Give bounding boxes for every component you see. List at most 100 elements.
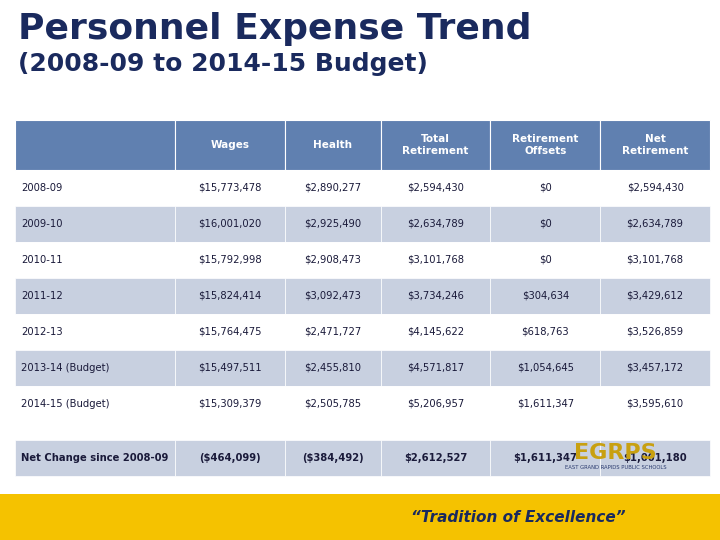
Text: $15,497,511: $15,497,511	[198, 363, 261, 373]
Bar	[15, 440, 175, 476]
Text: 2012-13: 2012-13	[21, 327, 63, 337]
Bar	[490, 170, 600, 206]
Text: 2014-15 (Budget): 2014-15 (Budget)	[21, 399, 109, 409]
Bar	[381, 350, 490, 386]
Text: “Tradition of Excellence”: “Tradition of Excellence”	[411, 510, 626, 524]
Bar	[490, 422, 600, 440]
Text: $5,206,957: $5,206,957	[407, 399, 464, 409]
Text: $15,792,998: $15,792,998	[198, 255, 261, 265]
Bar	[15, 386, 175, 422]
Bar	[0, 494, 720, 540]
Bar	[284, 206, 381, 242]
Text: $2,634,789: $2,634,789	[626, 219, 683, 229]
Text: $3,734,246: $3,734,246	[407, 291, 464, 301]
Bar	[490, 278, 600, 314]
Bar	[490, 386, 600, 422]
Text: $15,764,475: $15,764,475	[198, 327, 261, 337]
Bar	[600, 170, 710, 206]
Text: $15,773,478: $15,773,478	[198, 183, 261, 193]
Bar	[175, 170, 284, 206]
Bar	[490, 350, 600, 386]
Text: $1,054,645: $1,054,645	[517, 363, 574, 373]
Text: EGRPS: EGRPS	[575, 443, 657, 463]
Bar	[600, 278, 710, 314]
Bar	[284, 422, 381, 440]
Bar	[284, 170, 381, 206]
Text: $2,890,277: $2,890,277	[304, 183, 361, 193]
Text: $3,429,612: $3,429,612	[626, 291, 684, 301]
Text: Total
Retirement: Total Retirement	[402, 134, 469, 156]
Bar	[600, 422, 710, 440]
Text: 2011-12: 2011-12	[21, 291, 63, 301]
Text: $2,455,810: $2,455,810	[304, 363, 361, 373]
Bar	[15, 170, 175, 206]
Bar	[600, 386, 710, 422]
Text: EAST GRAND RAPIDS PUBLIC SCHOOLS: EAST GRAND RAPIDS PUBLIC SCHOOLS	[564, 465, 667, 470]
Bar	[284, 278, 381, 314]
Bar	[175, 206, 284, 242]
Bar	[284, 386, 381, 422]
Bar	[381, 278, 490, 314]
Text: 2009-10: 2009-10	[21, 219, 63, 229]
Bar	[381, 386, 490, 422]
Bar	[490, 120, 600, 170]
Text: $2,505,785: $2,505,785	[304, 399, 361, 409]
Text: $0: $0	[539, 183, 552, 193]
Bar	[15, 242, 175, 278]
Text: Health: Health	[313, 140, 352, 150]
Text: ($384,492): ($384,492)	[302, 453, 364, 463]
Text: $2,471,727: $2,471,727	[304, 327, 361, 337]
Bar	[175, 350, 284, 386]
Text: $3,101,768: $3,101,768	[626, 255, 683, 265]
Text: Net
Retirement: Net Retirement	[622, 134, 688, 156]
Bar	[600, 206, 710, 242]
Text: ($464,099): ($464,099)	[199, 453, 261, 463]
Text: $2,594,430: $2,594,430	[626, 183, 683, 193]
Bar	[175, 278, 284, 314]
Text: $16,001,020: $16,001,020	[198, 219, 261, 229]
Bar	[175, 422, 284, 440]
Bar	[600, 440, 710, 476]
Bar	[600, 242, 710, 278]
Text: $1,611,347: $1,611,347	[517, 399, 574, 409]
Text: $1,001,180: $1,001,180	[624, 453, 687, 463]
Bar	[175, 242, 284, 278]
Text: 2008-09: 2008-09	[21, 183, 63, 193]
Text: $0: $0	[539, 219, 552, 229]
Bar	[284, 120, 381, 170]
Text: $2,594,430: $2,594,430	[407, 183, 464, 193]
Text: $3,595,610: $3,595,610	[626, 399, 684, 409]
Text: $3,092,473: $3,092,473	[304, 291, 361, 301]
Bar	[490, 206, 600, 242]
Text: $3,101,768: $3,101,768	[407, 255, 464, 265]
Bar	[15, 314, 175, 350]
Bar	[175, 120, 284, 170]
Text: Net Change since 2008-09: Net Change since 2008-09	[21, 453, 168, 463]
Bar	[15, 206, 175, 242]
Bar	[284, 440, 381, 476]
Bar	[490, 242, 600, 278]
Bar	[600, 120, 710, 170]
Text: $4,145,622: $4,145,622	[407, 327, 464, 337]
Bar	[381, 314, 490, 350]
Bar	[381, 206, 490, 242]
Bar	[284, 242, 381, 278]
Text: $2,612,527: $2,612,527	[404, 453, 467, 463]
Bar	[284, 350, 381, 386]
Bar	[600, 350, 710, 386]
Bar	[15, 278, 175, 314]
Bar	[175, 440, 284, 476]
Bar	[381, 120, 490, 170]
Bar	[381, 422, 490, 440]
Bar	[381, 440, 490, 476]
Text: $304,634: $304,634	[522, 291, 569, 301]
Text: $4,571,817: $4,571,817	[407, 363, 464, 373]
Bar	[175, 386, 284, 422]
Text: $15,309,379: $15,309,379	[198, 399, 261, 409]
Text: $3,526,859: $3,526,859	[626, 327, 684, 337]
Bar	[15, 120, 175, 170]
Text: Wages: Wages	[210, 140, 249, 150]
Text: $2,634,789: $2,634,789	[407, 219, 464, 229]
Bar	[381, 242, 490, 278]
Text: $2,925,490: $2,925,490	[304, 219, 361, 229]
